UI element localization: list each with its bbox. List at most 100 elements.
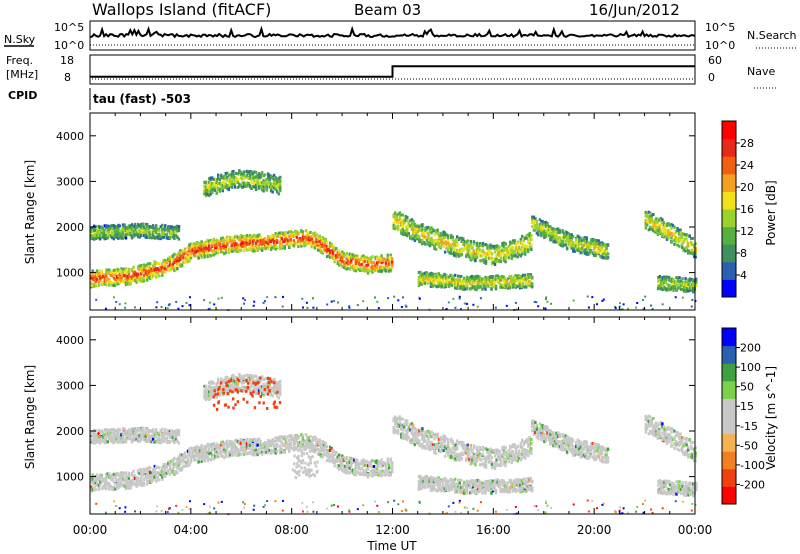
power-cell (456, 242, 459, 246)
power-cell (138, 275, 141, 279)
power-cell (236, 185, 240, 189)
power-cell (309, 241, 312, 245)
power-cell (297, 239, 300, 243)
power-cell (248, 173, 252, 177)
power-cell (329, 244, 332, 248)
power-cell (262, 184, 265, 188)
power-cell (428, 228, 432, 232)
power-cell (146, 266, 149, 270)
power-cell (251, 242, 255, 246)
power-cell (142, 232, 146, 235)
power-cell (250, 179, 253, 183)
power-cell (499, 283, 502, 287)
power-cell (280, 246, 283, 250)
power-cell (229, 246, 232, 250)
power-cell (507, 256, 510, 260)
power-cell (268, 244, 271, 248)
power-speckle (691, 298, 694, 301)
velocity-cell (94, 488, 97, 492)
power-cell (685, 245, 688, 249)
power-cell (590, 249, 593, 253)
power-speckle (175, 300, 178, 303)
power-cell (99, 226, 102, 229)
power-cell (444, 283, 448, 287)
power-cell (133, 228, 137, 232)
power-cell (483, 243, 486, 247)
power-cell (473, 275, 477, 279)
power-cell (192, 244, 196, 247)
power-cell (451, 274, 454, 278)
power-speckle (674, 296, 677, 299)
power-cell (686, 244, 690, 248)
power-cell (578, 239, 581, 243)
power-cell (251, 240, 255, 243)
power-cell (212, 253, 215, 257)
power-cell (176, 229, 179, 233)
power-cell (112, 284, 116, 287)
power-cell (164, 267, 167, 271)
power-cell (420, 274, 424, 278)
power-cell (437, 278, 440, 282)
power-cell (466, 246, 469, 250)
power-cell (162, 231, 165, 235)
power-cell (245, 248, 249, 252)
power-cell (247, 238, 250, 242)
power-cell (434, 284, 437, 288)
power-cell (484, 256, 488, 260)
power-cell (206, 192, 209, 196)
power-cell (475, 277, 478, 281)
power-cell (478, 244, 482, 248)
power-cell (114, 225, 117, 229)
power-cell (649, 220, 652, 224)
power-cell (280, 244, 283, 248)
power-cell (303, 242, 306, 246)
power-cell (504, 254, 507, 258)
power-cell (661, 218, 664, 222)
power-cell (291, 234, 294, 237)
power-cell (353, 265, 356, 269)
freq-tick-bottom: 8 (64, 71, 71, 84)
power-cell (552, 240, 555, 244)
power-cell (419, 283, 422, 286)
power-cell (109, 234, 113, 238)
power-cell (441, 274, 445, 278)
power-cell (588, 244, 591, 248)
power-cell (656, 233, 660, 236)
power-cell (450, 236, 453, 239)
power-cell (493, 263, 497, 266)
power-cell (451, 238, 454, 242)
power-cell (671, 224, 675, 228)
power-cell (133, 279, 137, 282)
cpid-value: tau (fast) -503 (93, 92, 191, 106)
power-cell (454, 253, 457, 257)
power-cell (230, 236, 234, 240)
power-cell (206, 188, 209, 192)
power-cell (223, 252, 226, 256)
power-cell (489, 250, 492, 254)
power-cell (412, 219, 415, 223)
power-cell (524, 244, 527, 248)
power-cell (421, 231, 424, 235)
power-cell (476, 286, 480, 290)
power-cell (245, 234, 249, 237)
power-cell (430, 238, 433, 242)
colorbar-swatch (722, 138, 736, 157)
power-cell (167, 267, 170, 271)
power-cell (90, 276, 93, 280)
power-cell (209, 192, 212, 196)
power-cell (153, 263, 156, 267)
power-cell (353, 268, 356, 272)
power-cell (200, 248, 203, 252)
power-cell (440, 238, 444, 241)
power-cell (142, 228, 146, 232)
power-cell (173, 261, 176, 265)
power-cell (149, 267, 152, 271)
power-cell (606, 256, 610, 259)
power-cell (425, 271, 428, 275)
power-cell (565, 231, 569, 235)
power-cell (368, 257, 371, 261)
power-cell (217, 240, 220, 244)
power-cell (432, 277, 436, 281)
power-cell (149, 276, 152, 280)
power-cell (236, 180, 240, 184)
